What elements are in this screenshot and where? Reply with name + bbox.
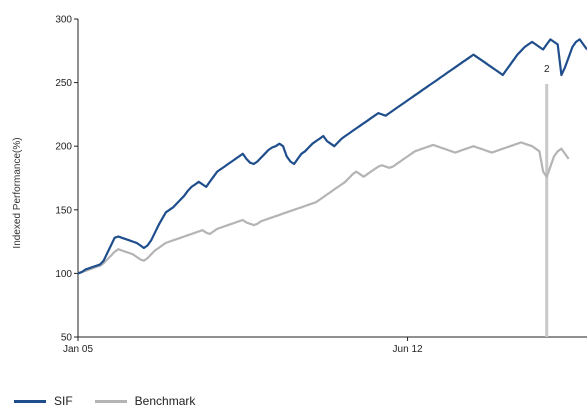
legend-item-sif: SIF (14, 394, 73, 408)
legend: SIF Benchmark (14, 393, 217, 409)
legend-label-sif: SIF (54, 394, 73, 408)
y-axis: 50 100 150 200 250 300 (55, 15, 79, 344)
y-tick-label: 100 (55, 269, 72, 280)
x-tick-label: Jan 05 (63, 344, 93, 355)
legend-label-benchmark: Benchmark (134, 394, 196, 408)
y-tick-label: 300 (55, 15, 72, 26)
annotation-label: 2 (544, 64, 550, 75)
y-tick-label: 50 (61, 333, 73, 344)
legend-swatch-benchmark (94, 399, 127, 403)
series-line-sif (77, 38, 587, 275)
legend-swatch-sif (14, 399, 46, 403)
annotation: 2 (544, 64, 550, 337)
series-lines (77, 38, 587, 275)
y-tick-label: 250 (55, 78, 72, 89)
y-axis-title: Indexed Performance(%) (12, 137, 23, 248)
series-line-benchmark (77, 141, 570, 275)
x-tick-label: Jun 12 (393, 344, 423, 355)
y-tick-label: 150 (55, 205, 72, 216)
y-tick-label: 200 (55, 142, 72, 153)
legend-item-benchmark: Benchmark (94, 394, 196, 408)
